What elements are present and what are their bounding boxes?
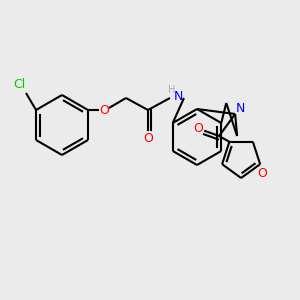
Text: Cl: Cl: [13, 77, 25, 91]
Text: N: N: [173, 89, 183, 103]
Text: H: H: [168, 85, 176, 95]
Text: O: O: [193, 122, 203, 134]
Text: O: O: [143, 133, 153, 146]
Text: O: O: [99, 103, 109, 116]
Text: N: N: [236, 103, 245, 116]
Text: O: O: [257, 167, 267, 180]
